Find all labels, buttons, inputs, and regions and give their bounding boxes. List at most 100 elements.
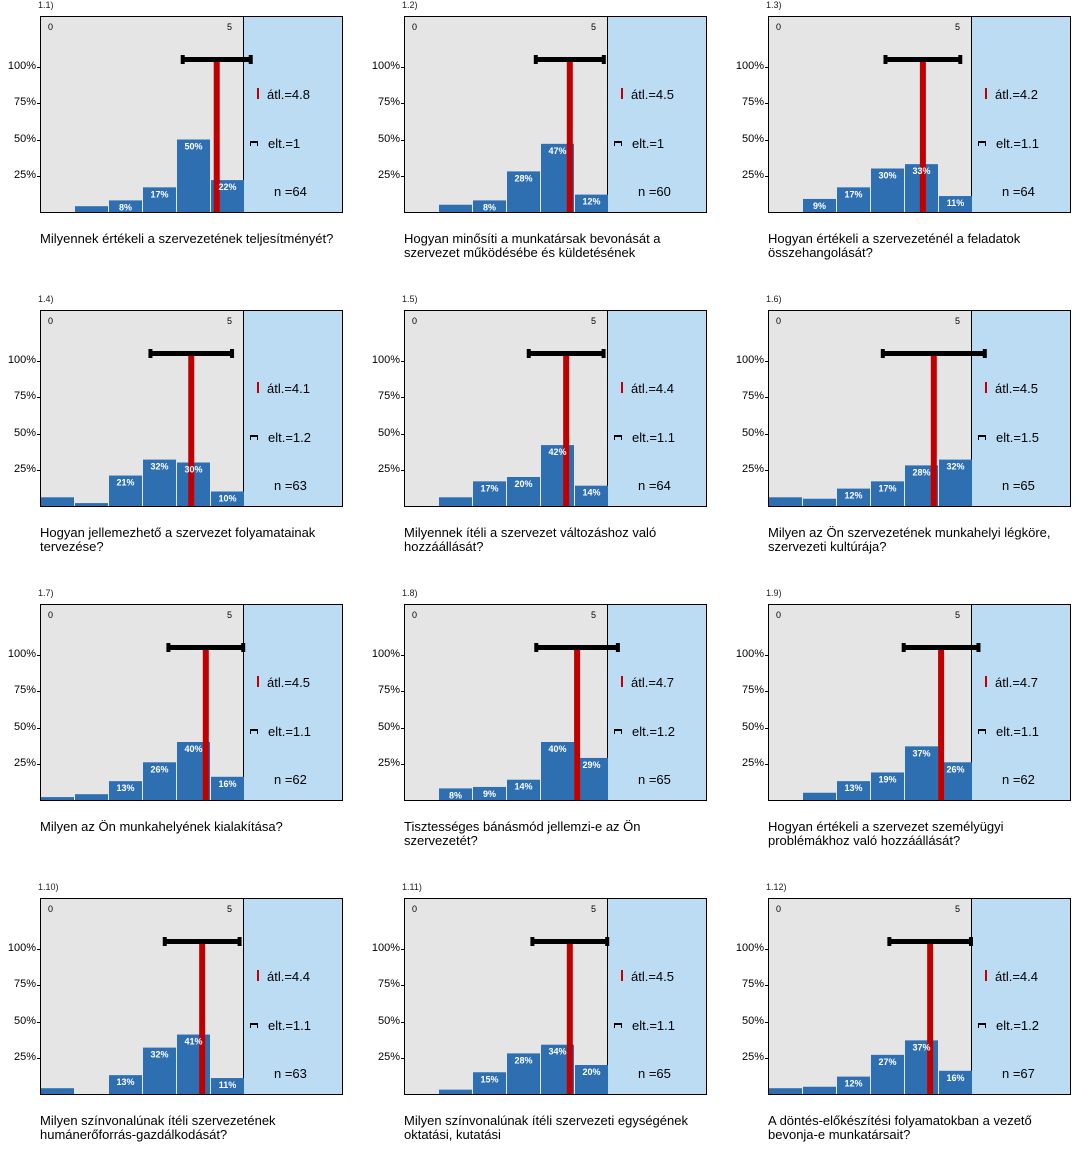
y-tick-label: 50% (377, 1014, 400, 1027)
bar-value-label: 28% (912, 467, 930, 477)
bar (75, 206, 108, 212)
bar (473, 200, 506, 212)
y-tick (37, 139, 41, 141)
stats-box (243, 310, 343, 507)
mean-legend-marker (621, 970, 623, 981)
sd-bar-cap (534, 643, 539, 652)
chart-number: 1.1) (38, 0, 54, 10)
sd-bar-cap (601, 349, 606, 358)
mean-line (213, 60, 220, 212)
sd-bar-cap (615, 643, 620, 652)
bar (439, 204, 472, 212)
y-tick-label: 25% (741, 168, 764, 181)
bar (939, 196, 972, 212)
y-tick-label: 75% (377, 684, 400, 697)
bar (439, 1089, 472, 1094)
mean-legend-marker (621, 382, 623, 393)
question-text: Milyen az Ön munkahelyének kialakítása? (40, 819, 283, 834)
y-tick (401, 727, 405, 729)
sd-bar (532, 939, 608, 944)
question-text: Hogyan értékeli a szervezeténél a felada… (768, 231, 1021, 260)
sd-bar-cap (887, 937, 892, 946)
y-tick (765, 763, 769, 765)
n-label: n =60 (638, 184, 671, 199)
bar (507, 1053, 540, 1094)
y-tick-label: 25% (741, 756, 764, 769)
bar-value-label: 8% (119, 202, 132, 212)
chart-svg: 9% 17% 30% 33% 11% (803, 55, 972, 212)
chart-svg: 12% 17% 28% 32% (769, 349, 987, 506)
chart-svg: 13% 19% 37% 26% (803, 643, 981, 800)
y-tick (37, 397, 41, 399)
sd-bar-cap (230, 349, 235, 358)
y-tick (765, 67, 769, 68)
y-tick (401, 763, 405, 765)
bar (143, 459, 176, 506)
y-tick-label: 100% (7, 648, 36, 660)
chart-panel: 1.12) 100% 75% 50% 25% 0 5 12% 27% 37% 16% átl.=4.4… (728, 882, 1073, 1172)
sd-bar (182, 57, 251, 62)
y-tick (765, 691, 769, 693)
bar-value-label: 40% (548, 744, 566, 754)
sd-label: elt.=1.1 (268, 1018, 312, 1033)
mean-legend-marker (257, 88, 259, 99)
stats-box (243, 16, 343, 213)
y-tick (401, 949, 405, 950)
sd-bar (889, 939, 971, 944)
bar (473, 786, 506, 800)
scale-max-label: 5 (227, 316, 233, 326)
mean-label: átl.=4.2 (995, 87, 1039, 102)
sd-bar-cap (605, 937, 610, 946)
chart-number: 1.9) (766, 588, 782, 598)
bar (143, 187, 176, 212)
bar (803, 498, 836, 506)
y-tick-label: 25% (741, 1050, 764, 1063)
mean-line (202, 648, 209, 800)
chart-panel: 1.1) 100% 75% 50% 25% 0 5 8% 17% 50% 22% átl.=4.8 el… (0, 0, 345, 290)
sd-bar (903, 645, 979, 650)
y-tick (765, 361, 769, 362)
mean-legend-marker (621, 88, 623, 99)
bar-value-label: 26% (946, 764, 964, 774)
sd-bar-cap (180, 55, 185, 64)
sd-bar (885, 57, 961, 62)
bar (905, 746, 938, 800)
bar-value-label: 40% (184, 744, 202, 754)
n-label: n =63 (274, 478, 307, 493)
scale-min-label: 0 (776, 904, 782, 914)
y-tick-label: 100% (735, 942, 764, 954)
sd-bar (535, 57, 604, 62)
y-tick (37, 727, 41, 729)
bar-value-label: 13% (116, 783, 134, 793)
n-label: n =64 (1002, 184, 1035, 199)
chart-panel: 1.6) 100% 75% 50% 25% 0 5 12% 17% 28% 32% átl.=4.5 e… (728, 294, 1073, 584)
y-tick-label: 100% (371, 60, 400, 72)
bar-value-label: 16% (946, 1073, 964, 1083)
bar-value-label: 16% (218, 779, 236, 789)
stats-box (243, 898, 343, 1095)
y-tick-label: 75% (377, 96, 400, 109)
y-tick (37, 433, 41, 435)
sd-bar (882, 351, 985, 356)
bar (871, 772, 904, 800)
sd-label: elt.=1 (268, 136, 301, 151)
sd-bar-cap (982, 349, 987, 358)
bar-value-label: 17% (878, 483, 896, 493)
sd-legend-marker (978, 1023, 986, 1028)
n-label: n =65 (638, 772, 671, 787)
chart-number: 1.4) (38, 294, 54, 304)
scale-min-label: 0 (412, 610, 418, 620)
bar (575, 757, 608, 800)
y-tick-label: 100% (735, 648, 764, 660)
bar (109, 1075, 142, 1094)
mean-legend-marker (621, 676, 623, 687)
scale-min-label: 0 (776, 316, 782, 326)
stats-box (243, 604, 343, 801)
chart-number: 1.6) (766, 294, 782, 304)
y-tick-label: 50% (741, 1014, 764, 1027)
mean-label: átl.=4.5 (631, 969, 675, 984)
y-tick-label: 100% (7, 354, 36, 366)
mean-label: átl.=4.7 (995, 675, 1039, 690)
mean-label: átl.=4.4 (995, 969, 1039, 984)
bar (177, 139, 210, 212)
